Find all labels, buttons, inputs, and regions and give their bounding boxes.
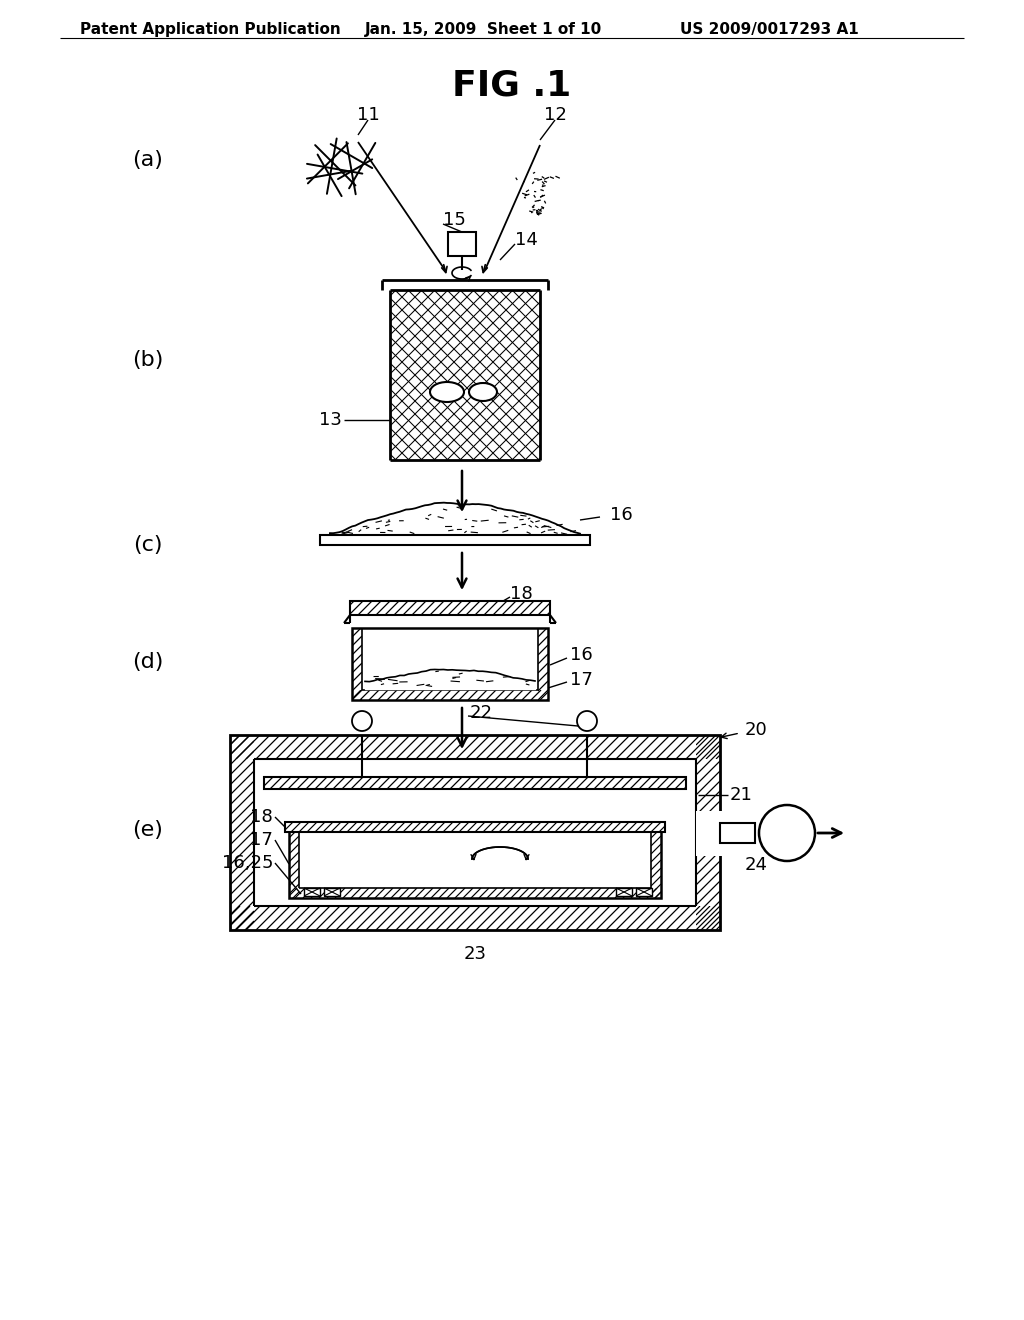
Text: 20: 20	[745, 721, 768, 739]
Text: 22: 22	[470, 704, 493, 722]
Text: 18: 18	[510, 585, 532, 603]
Text: 24: 24	[745, 855, 768, 874]
Bar	[319, 535, 590, 545]
Bar	[350, 601, 550, 615]
Bar	[285, 822, 665, 832]
Text: (b): (b)	[132, 350, 164, 370]
Bar	[390, 290, 540, 459]
Bar	[720, 822, 755, 843]
Text: 17: 17	[250, 832, 273, 849]
Text: 23: 23	[464, 945, 486, 964]
Bar	[616, 888, 632, 896]
Text: 16,25: 16,25	[221, 854, 273, 873]
Text: 18: 18	[250, 808, 273, 826]
Text: (a): (a)	[132, 150, 164, 170]
Bar	[324, 888, 340, 896]
Bar	[362, 628, 538, 690]
Text: (d): (d)	[132, 652, 164, 672]
Text: 11: 11	[356, 106, 379, 124]
Text: 16: 16	[570, 645, 593, 664]
Ellipse shape	[430, 381, 464, 403]
Text: 21: 21	[730, 785, 753, 804]
Text: US 2009/0017293 A1: US 2009/0017293 A1	[680, 22, 859, 37]
Text: Patent Application Publication: Patent Application Publication	[80, 22, 341, 37]
Text: FIG .1: FIG .1	[453, 69, 571, 102]
Bar	[299, 830, 651, 888]
Text: 12: 12	[544, 106, 566, 124]
Text: (e): (e)	[132, 820, 164, 840]
Bar	[264, 777, 686, 789]
Text: 16: 16	[610, 506, 633, 524]
Bar	[304, 888, 319, 896]
Bar	[696, 810, 725, 855]
Bar	[352, 628, 548, 700]
Text: VP: VP	[773, 824, 801, 842]
Text: Jan. 15, 2009  Sheet 1 of 10: Jan. 15, 2009 Sheet 1 of 10	[365, 22, 602, 37]
Ellipse shape	[469, 383, 497, 401]
Text: 15: 15	[443, 211, 466, 228]
Circle shape	[577, 711, 597, 731]
Bar	[636, 888, 652, 896]
Bar	[230, 735, 720, 931]
Text: 17: 17	[570, 671, 593, 689]
Text: 14: 14	[515, 231, 538, 249]
Text: 13: 13	[319, 411, 342, 429]
Bar	[254, 759, 696, 906]
Bar	[449, 232, 476, 256]
Circle shape	[759, 805, 815, 861]
Bar	[289, 830, 662, 898]
Circle shape	[352, 711, 372, 731]
Text: (c): (c)	[133, 535, 163, 554]
